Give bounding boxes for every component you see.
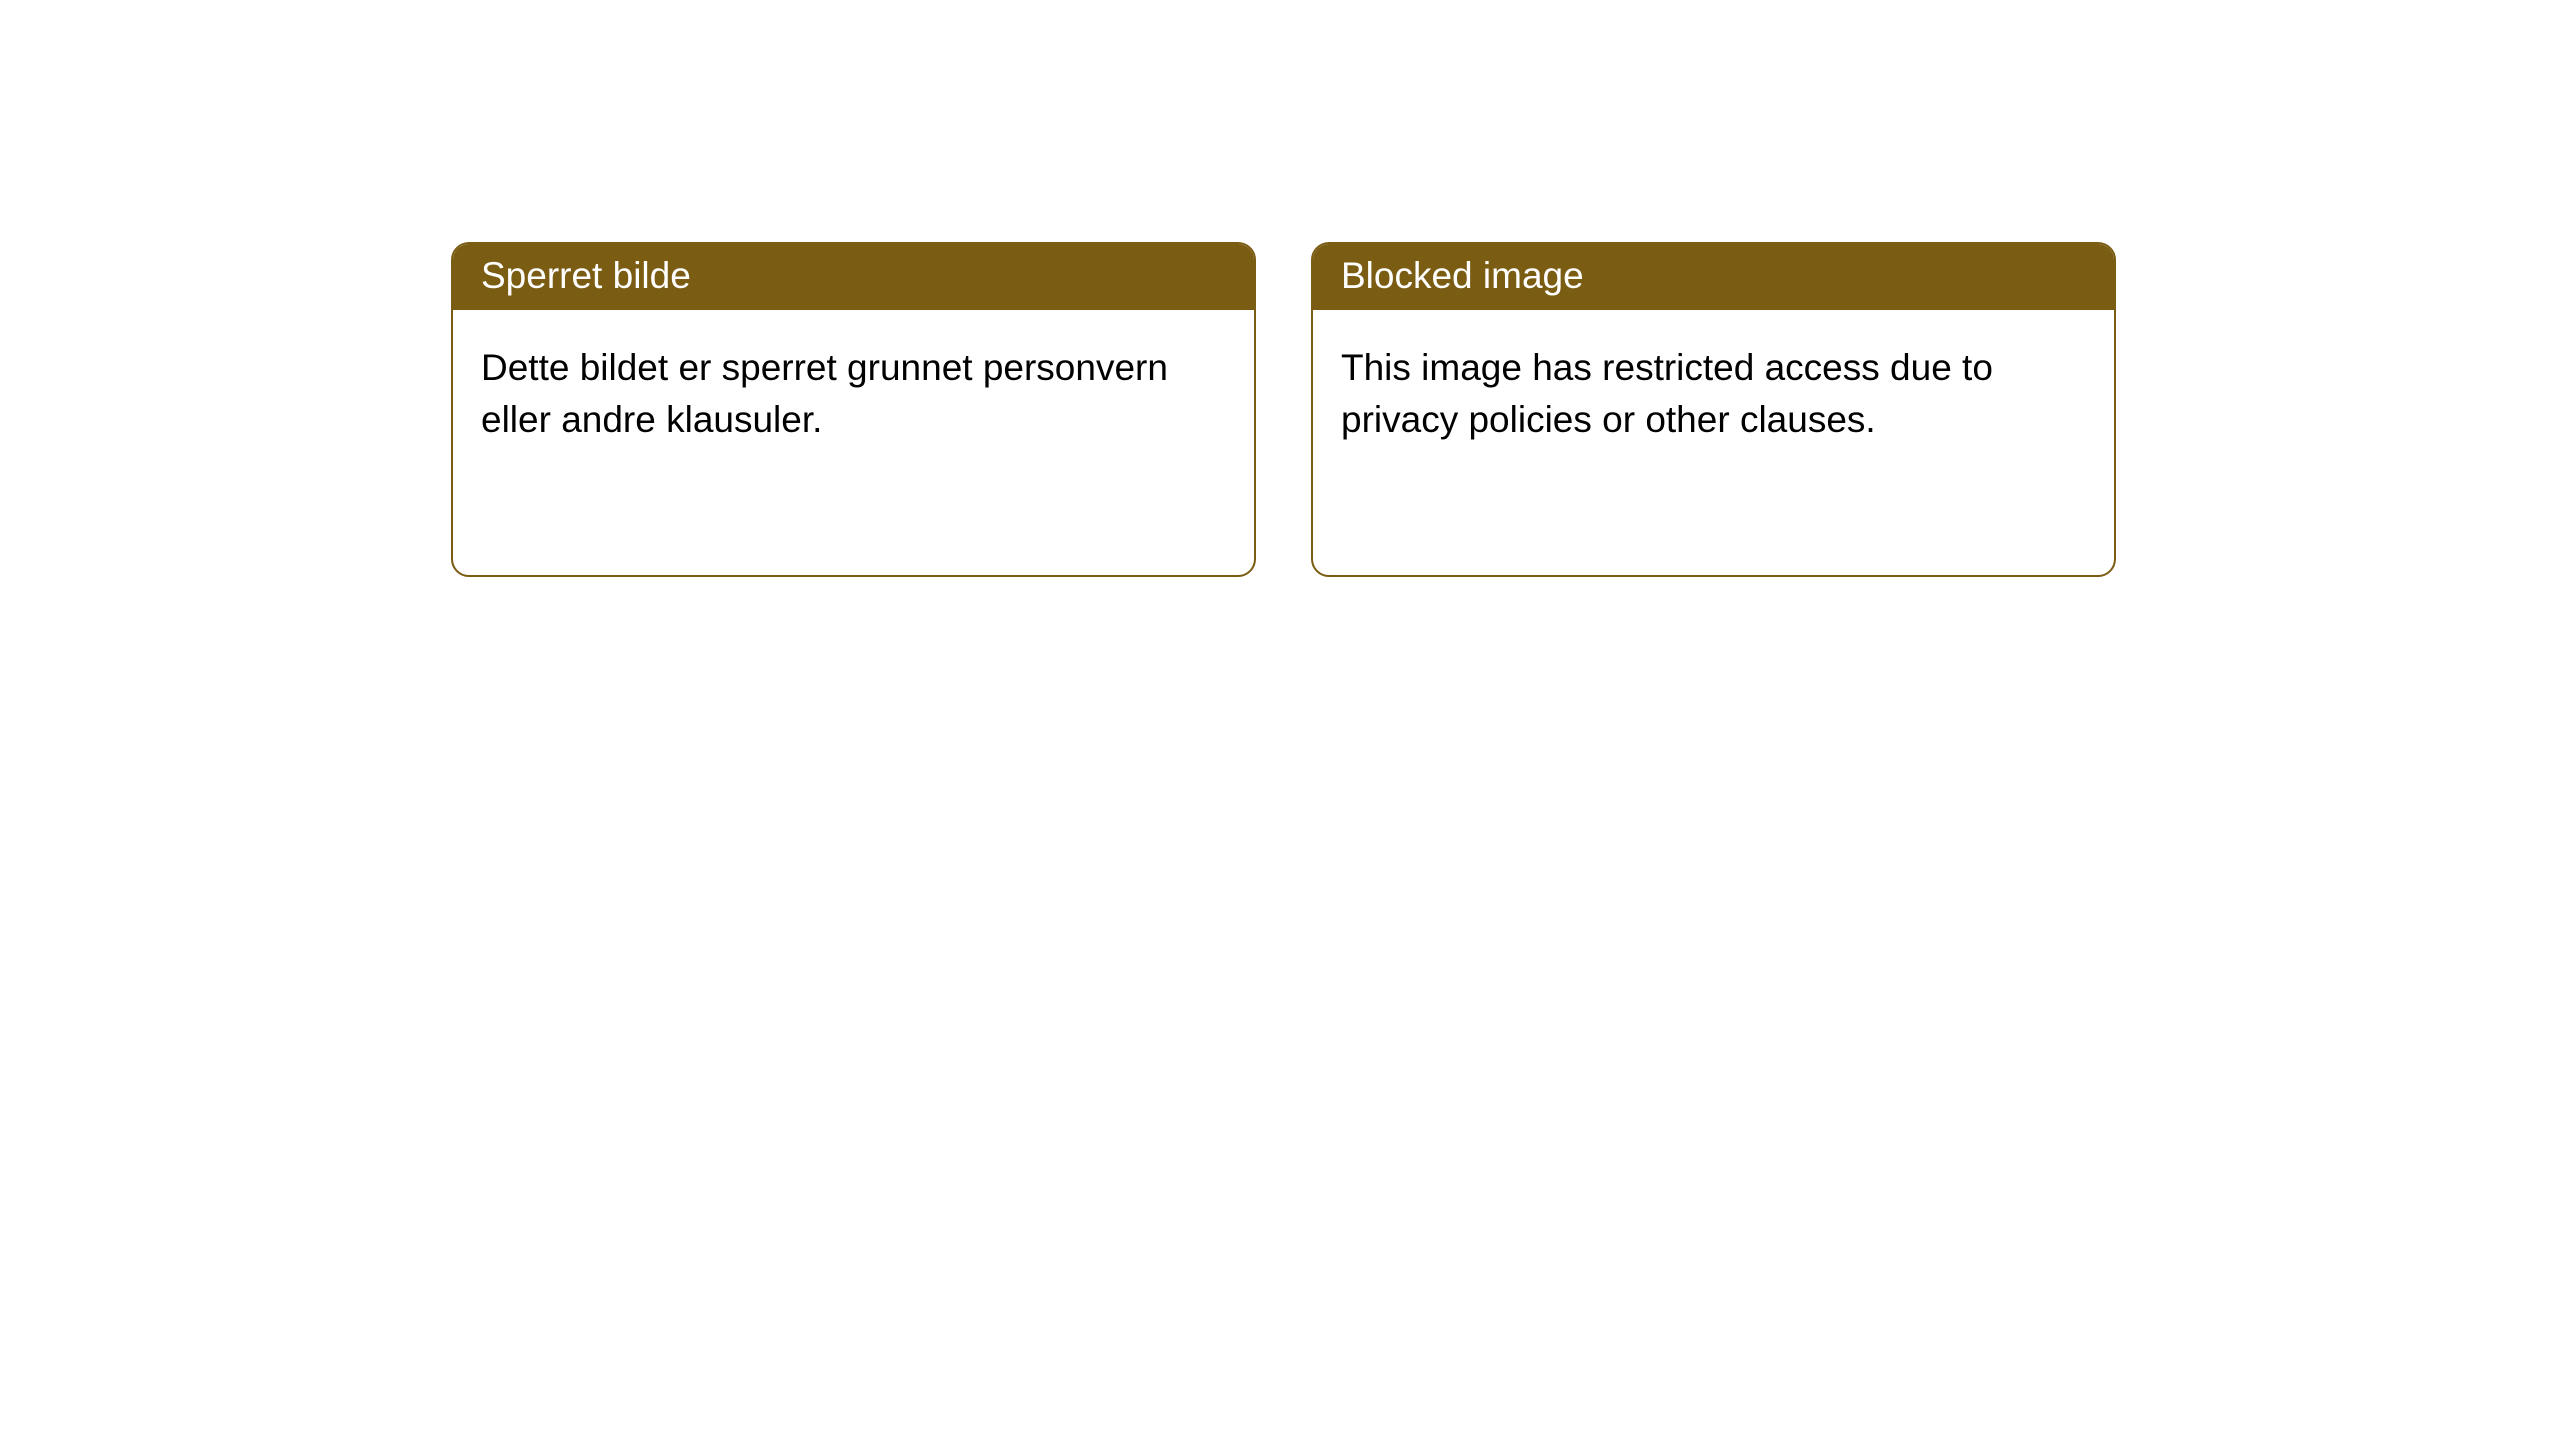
blocked-image-card-no: Sperret bilde Dette bildet er sperret gr… (451, 242, 1256, 577)
blocked-image-card-en: Blocked image This image has restricted … (1311, 242, 2116, 577)
card-container: Sperret bilde Dette bildet er sperret gr… (0, 0, 2560, 577)
card-body-no: Dette bildet er sperret grunnet personve… (453, 310, 1254, 478)
card-title-en: Blocked image (1313, 244, 2114, 310)
card-body-en: This image has restricted access due to … (1313, 310, 2114, 478)
card-title-no: Sperret bilde (453, 244, 1254, 310)
